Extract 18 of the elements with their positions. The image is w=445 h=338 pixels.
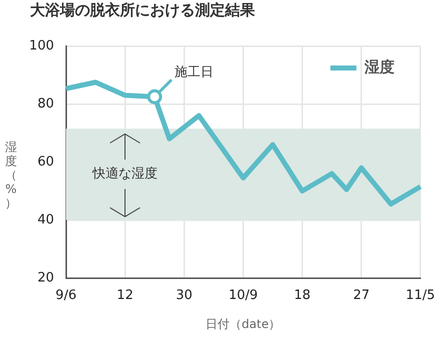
x-tick-label: 12 (116, 288, 134, 304)
x-tick-label: 27 (353, 288, 370, 304)
y-tick-label: 80 (37, 96, 54, 112)
x-tick-label: 30 (176, 288, 192, 304)
y-tick-label: 100 (29, 38, 54, 54)
y-tick-label: 20 (37, 270, 54, 286)
y-tick-label: 40 (37, 212, 54, 228)
x-tick-label: 11/5 (406, 288, 436, 304)
y-axis-title: 湿度（%） (4, 140, 18, 210)
x-axis-title: 日付（date） (206, 316, 281, 331)
x-tick-label: 18 (294, 288, 311, 304)
legend-label: 湿度 (363, 58, 394, 76)
chart-title: 大浴場の脱衣所における測定結果 (30, 0, 256, 19)
annotation: 施工日 (174, 65, 214, 80)
x-tick-label: 9/6 (56, 288, 76, 304)
x-tick-label: 10/9 (228, 288, 258, 304)
y-tick-label: 60 (37, 154, 54, 170)
band-label: 快適な湿度 (92, 166, 158, 182)
